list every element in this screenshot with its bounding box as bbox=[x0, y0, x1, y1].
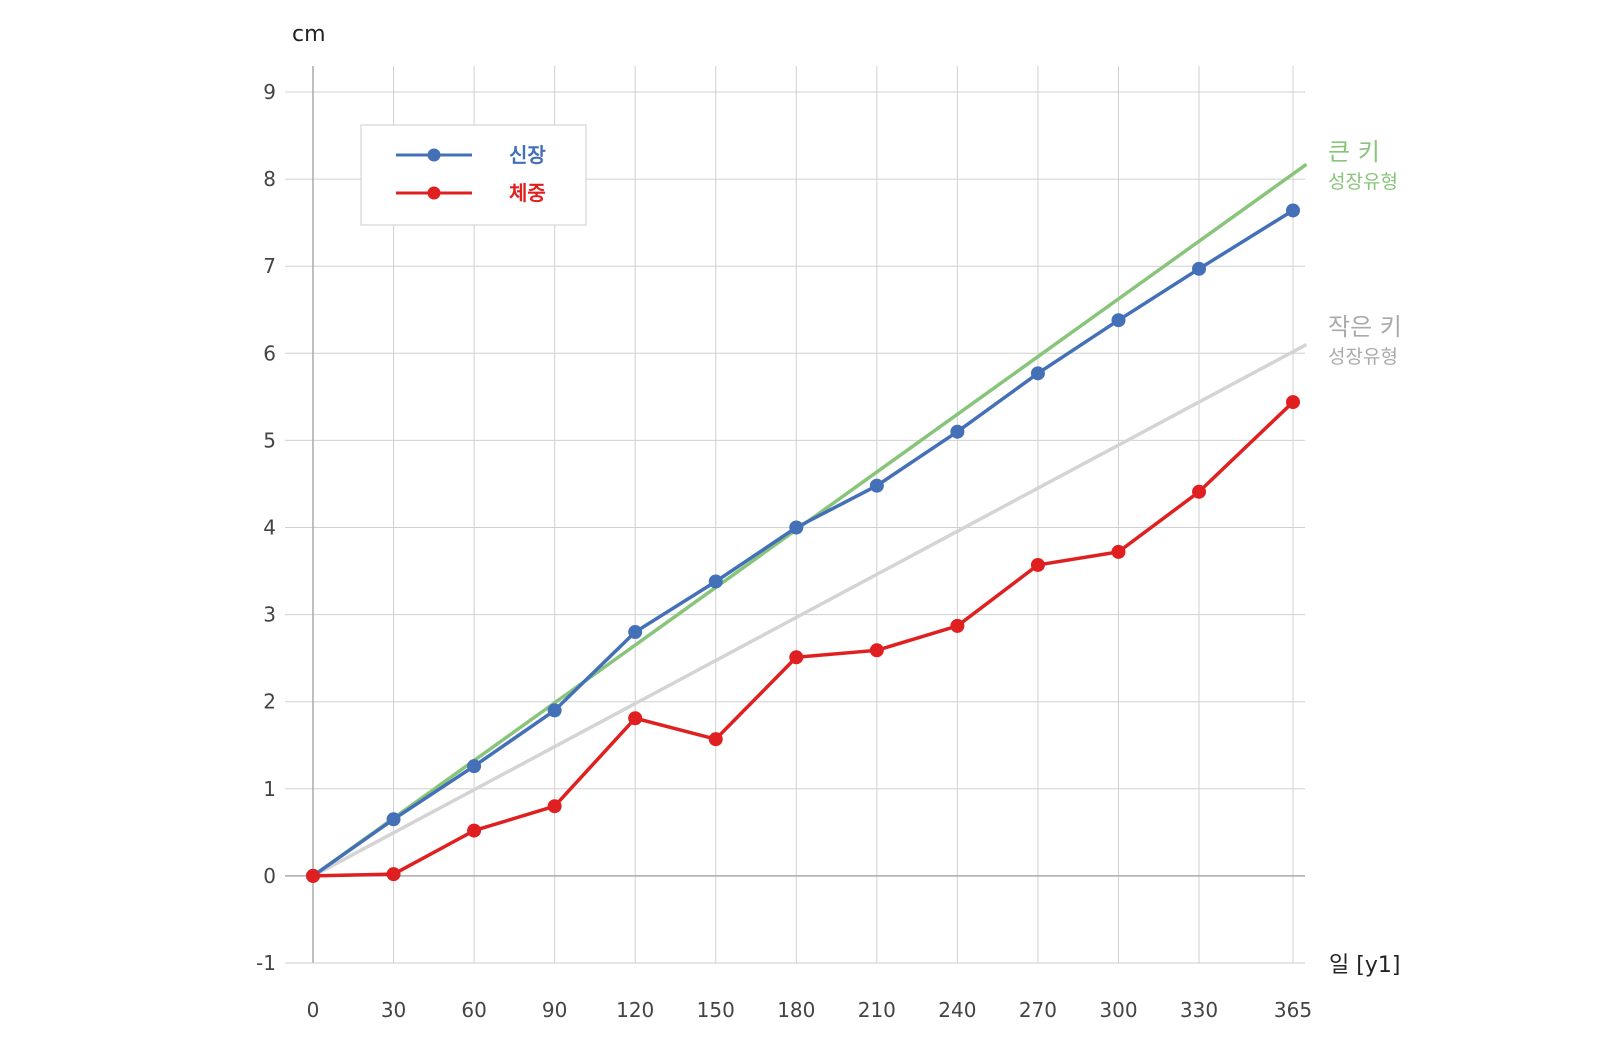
x-tick-label: 365 bbox=[1274, 998, 1312, 1022]
y-tick-label: 8 bbox=[263, 167, 276, 191]
height-data-point bbox=[869, 478, 884, 493]
weight-data-point bbox=[547, 799, 562, 814]
x-tick-label: 150 bbox=[697, 998, 735, 1022]
x-tick-label: 240 bbox=[938, 998, 976, 1022]
tall-growth-sublabel: 성장유형 bbox=[1328, 171, 1398, 193]
weight-data-point bbox=[1192, 484, 1207, 499]
height-data-point bbox=[386, 812, 401, 827]
height-data-point bbox=[1286, 203, 1300, 218]
y-tick-label: 3 bbox=[263, 603, 276, 627]
x-tick-label: 300 bbox=[1099, 998, 1137, 1022]
weight-series-line bbox=[312, 400, 1295, 878]
y-tick-label: 5 bbox=[263, 428, 276, 452]
y-tick-label: 1 bbox=[263, 777, 276, 801]
legend-label-weight: 체중 bbox=[509, 181, 546, 205]
weight-data-point bbox=[869, 643, 884, 658]
short-growth-sublabel: 성장유형 bbox=[1328, 346, 1398, 368]
weight-data-point bbox=[1111, 544, 1126, 559]
legend-label-height: 신장 bbox=[509, 143, 546, 167]
weight-data-point bbox=[306, 868, 320, 883]
height-data-point bbox=[1192, 261, 1207, 276]
weight-data-point bbox=[1286, 395, 1300, 410]
legend-marker-weight bbox=[427, 186, 441, 200]
x-tick-label: 330 bbox=[1180, 998, 1218, 1022]
weight-data-point bbox=[708, 732, 723, 747]
y-axis-label: cm bbox=[292, 22, 326, 47]
x-tick-label: 0 bbox=[307, 998, 320, 1022]
weight-data-point bbox=[628, 711, 643, 726]
y-tick-label: 2 bbox=[263, 690, 276, 714]
reference-annotations: 큰 키 성장유형 작은 키 성장유형 bbox=[1328, 138, 1402, 368]
x-axis-label: 일 [y1] bbox=[1329, 953, 1400, 978]
legend-marker-height bbox=[427, 148, 441, 162]
y-tick-label: 6 bbox=[263, 341, 276, 365]
weight-data-point bbox=[789, 650, 804, 665]
legend: 신장 체중 bbox=[360, 124, 587, 226]
y-tick-label: -1 bbox=[256, 951, 276, 975]
height-data-point bbox=[789, 520, 804, 535]
height-data-point bbox=[467, 759, 482, 774]
weight-data-point bbox=[467, 823, 482, 838]
x-tick-label: 270 bbox=[1019, 998, 1057, 1022]
tall-growth-label: 큰 키 bbox=[1328, 138, 1380, 166]
y-tick-label: 9 bbox=[263, 80, 276, 104]
height-series-line bbox=[311, 208, 1294, 878]
height-data-point bbox=[628, 625, 643, 640]
x-tick-label: 90 bbox=[542, 998, 567, 1022]
height-data-point bbox=[950, 424, 965, 439]
x-tick-label: 30 bbox=[381, 998, 406, 1022]
weight-data-point bbox=[950, 618, 965, 633]
height-data-point bbox=[547, 703, 562, 718]
weight-data-point bbox=[386, 867, 401, 882]
y-tick-label: 7 bbox=[263, 254, 276, 278]
data-series bbox=[306, 203, 1300, 883]
legend-box bbox=[360, 124, 587, 226]
x-tick-label: 180 bbox=[777, 998, 815, 1022]
short-growth-label: 작은 키 bbox=[1328, 313, 1402, 341]
x-tick-label: 120 bbox=[616, 998, 654, 1022]
y-tick-label: 0 bbox=[263, 864, 276, 888]
weight-data-point bbox=[1030, 557, 1045, 572]
axes bbox=[285, 66, 1305, 964]
short-growth-line bbox=[312, 343, 1308, 878]
y-tick-label: 4 bbox=[263, 516, 276, 540]
x-tick-label: 60 bbox=[461, 998, 486, 1022]
x-tick-label: 210 bbox=[858, 998, 896, 1022]
height-data-point bbox=[708, 574, 723, 589]
height-data-point bbox=[1111, 313, 1126, 328]
height-data-point bbox=[1030, 366, 1045, 381]
